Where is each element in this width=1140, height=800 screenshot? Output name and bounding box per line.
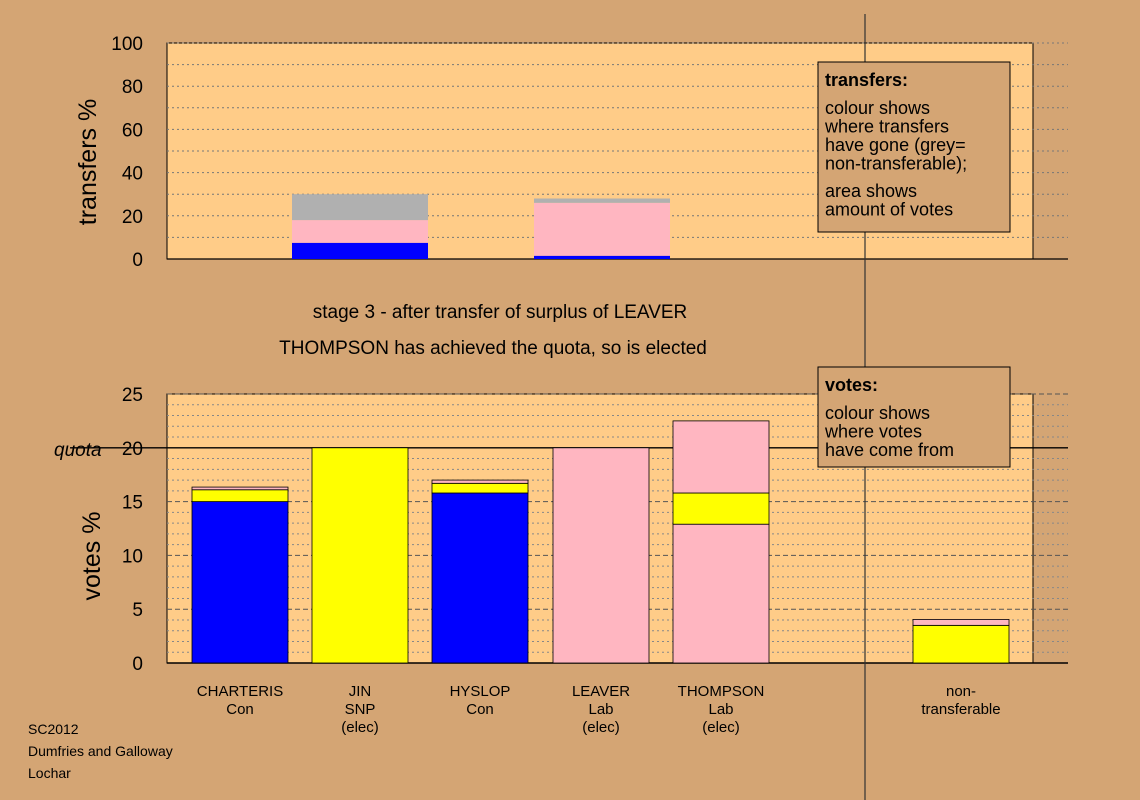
votes-y-tick-label: 20 bbox=[122, 439, 143, 460]
footer-line: Lochar bbox=[28, 765, 71, 781]
votes-y-tick-label: 5 bbox=[132, 600, 143, 621]
legend-line: non-transferable); bbox=[825, 154, 967, 174]
legend-line: where votes bbox=[824, 422, 922, 442]
votes-bars bbox=[191, 420, 1010, 664]
transfer-segment-hyslop bbox=[534, 198, 670, 203]
candidate-labels: CHARTERISConJINSNP(elec)HYSLOPConLEAVERL… bbox=[197, 683, 1001, 736]
vote-segment-leaver bbox=[552, 447, 650, 664]
transfers-y-tick-label: 60 bbox=[122, 120, 143, 141]
transfers-y-ticks: 0 20 40 60 80 100 bbox=[111, 34, 143, 271]
candidate-label: non- bbox=[946, 683, 976, 700]
vote-segment-hyslop bbox=[431, 492, 529, 664]
transfers-y-tick-label: 0 bbox=[132, 250, 143, 271]
candidate-label: CHARTERIS bbox=[197, 683, 283, 700]
transfers-y-tick-label: 80 bbox=[122, 77, 143, 98]
vote-segment-thompson bbox=[672, 492, 770, 525]
transfers-y-tick-label: 40 bbox=[122, 164, 143, 185]
vote-segment-jin bbox=[311, 447, 409, 664]
transfer-segment-charteris bbox=[292, 220, 428, 243]
vote-segment-charteris bbox=[191, 501, 289, 664]
legend-title: transfers: bbox=[825, 70, 908, 90]
candidate-label: transferable bbox=[921, 701, 1000, 718]
candidate-label: SNP bbox=[345, 701, 376, 718]
legend-line: area shows bbox=[825, 181, 917, 201]
legend-line: have come from bbox=[825, 440, 954, 460]
legend-line: where transfers bbox=[824, 117, 949, 137]
footer-line: SC2012 bbox=[28, 721, 79, 737]
votes-y-axis-title: votes % bbox=[78, 512, 106, 601]
legend-title: votes: bbox=[825, 375, 878, 395]
votes-y-tick-label: 25 bbox=[122, 385, 143, 406]
transfers-y-axis-title: transfers % bbox=[74, 99, 102, 225]
candidate-label: (elec) bbox=[341, 719, 379, 736]
candidate-label: HYSLOP bbox=[450, 683, 511, 700]
votes-y-tick-label: 10 bbox=[122, 546, 143, 567]
vote-segment-hyslop bbox=[431, 479, 529, 484]
vote-segment-hyslop bbox=[431, 482, 529, 494]
transfers-y-tick-label: 20 bbox=[122, 207, 143, 228]
quota-label: quota bbox=[54, 440, 102, 461]
legend-box bbox=[817, 61, 1011, 233]
legend-line: have gone (grey= bbox=[825, 135, 966, 155]
candidate-label: Lab bbox=[588, 701, 613, 718]
candidate-label: LEAVER bbox=[572, 683, 630, 700]
votes-y-tick-label: 0 bbox=[132, 654, 143, 675]
candidate-label: (elec) bbox=[582, 719, 620, 736]
candidate-label: Con bbox=[466, 701, 494, 718]
transfer-segment-charteris bbox=[292, 242, 428, 259]
vote-segment-non-transferable bbox=[912, 624, 1010, 664]
transfers-bars bbox=[292, 194, 670, 259]
footer-labels: SC2012 Dumfries and Galloway Lochar bbox=[28, 721, 173, 781]
footer-line: Dumfries and Galloway bbox=[28, 743, 173, 759]
candidate-label: THOMPSON bbox=[678, 683, 765, 700]
candidate-label: JIN bbox=[349, 683, 372, 700]
candidate-label: Lab bbox=[708, 701, 733, 718]
vote-segment-thompson bbox=[672, 420, 770, 494]
legend-line: amount of votes bbox=[825, 200, 953, 220]
transfer-segment-hyslop bbox=[534, 255, 670, 259]
votes-y-ticks: 0 5 10 15 20 25 quota bbox=[54, 385, 143, 675]
legend-box bbox=[817, 366, 1011, 468]
vote-segment-non-transferable bbox=[912, 619, 1010, 626]
vote-segment-thompson bbox=[672, 523, 770, 664]
vote-segment-charteris bbox=[191, 489, 289, 503]
vote-segment-charteris bbox=[191, 486, 289, 491]
transfer-segment-hyslop bbox=[534, 202, 670, 256]
stage-caption: stage 3 - after transfer of surplus of L… bbox=[313, 302, 688, 323]
candidate-label: (elec) bbox=[702, 719, 740, 736]
legend-line: colour shows bbox=[825, 403, 930, 423]
legend-line: colour shows bbox=[825, 98, 930, 118]
election-status-caption: THOMPSON has achieved the quota, so is e… bbox=[279, 338, 707, 359]
transfer-segment-charteris bbox=[292, 194, 428, 221]
transfers-y-tick-label: 100 bbox=[111, 34, 143, 55]
votes-y-tick-label: 15 bbox=[122, 493, 143, 514]
candidate-label: Con bbox=[226, 701, 254, 718]
